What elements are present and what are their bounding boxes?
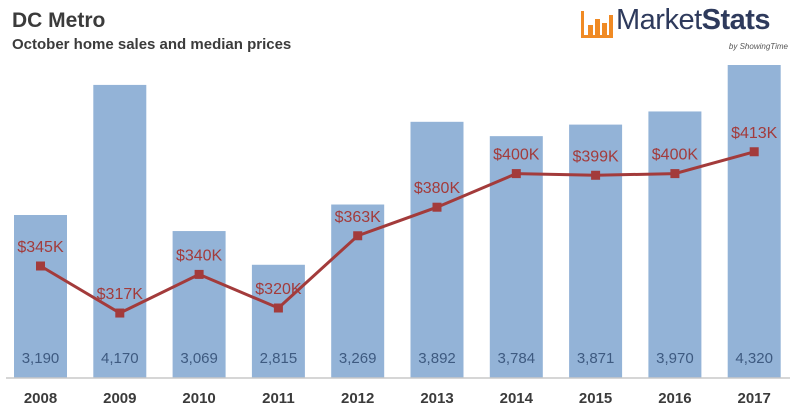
sales-value-label: 4,170 [101,350,139,367]
sales-value-label: 3,892 [418,350,456,367]
sales-value-label: 3,871 [577,350,615,367]
bar-chart-icon [581,11,613,38]
price-marker [670,169,680,179]
year-tick-label: 2011 [262,390,295,407]
sales-bar [93,84,147,378]
price-marker [273,303,283,313]
sales-value-label: 3,784 [498,350,536,367]
price-marker [591,170,601,180]
logo-wordmark: MarketStats [616,4,771,36]
sales-bar [410,121,464,378]
price-value-label: $399K [572,148,619,165]
sales-value-label: 4,320 [735,350,773,367]
sales-bar [569,124,623,378]
median-price-line [39,150,755,315]
price-value-label: $317K [97,286,144,303]
price-value-label: $345K [17,239,64,256]
price-marker [115,308,125,318]
sales-value-label: 3,970 [656,350,694,367]
sales-value-label: 3,069 [180,350,218,367]
year-tick-label: 2012 [341,390,374,407]
price-marker [194,269,204,279]
sales-bar [172,231,226,378]
year-tick-label: 2013 [420,390,453,407]
year-tick-label: 2015 [579,390,612,407]
price-value-label: $413K [731,125,778,142]
price-marker [353,231,363,241]
sales-value-label: 2,815 [260,350,298,367]
sales-bar [727,65,781,378]
price-value-label: $320K [255,281,302,298]
sales-bar [14,214,67,378]
sales-bar [648,111,702,378]
marketstats-logo: MarketStats by ShowingTime [580,4,790,54]
price-marker [432,202,442,212]
price-marker [36,261,45,271]
price-marker [749,147,759,157]
chart-subtitle: October home sales and median prices [12,36,292,53]
price-value-label: $363K [335,209,382,226]
year-tick-label: 2017 [738,390,771,407]
price-marker [511,169,521,179]
year-tick-label: 2016 [658,390,691,407]
sales-bar [251,264,305,378]
chart-title: DC Metro [12,9,106,32]
price-value-label: $380K [414,180,461,197]
sales-value-label: 3,269 [339,350,377,367]
year-tick-label: 2008 [24,390,57,407]
year-tick-label: 2010 [182,390,215,407]
price-value-label: $400K [493,147,540,164]
year-tick-label: 2009 [103,390,136,407]
price-value-label: $400K [652,147,699,164]
year-tick-label: 2014 [500,390,534,407]
logo-byline: by ShowingTime [728,42,788,51]
sales-value-label: 3,190 [22,350,60,367]
price-value-label: $340K [176,247,223,264]
